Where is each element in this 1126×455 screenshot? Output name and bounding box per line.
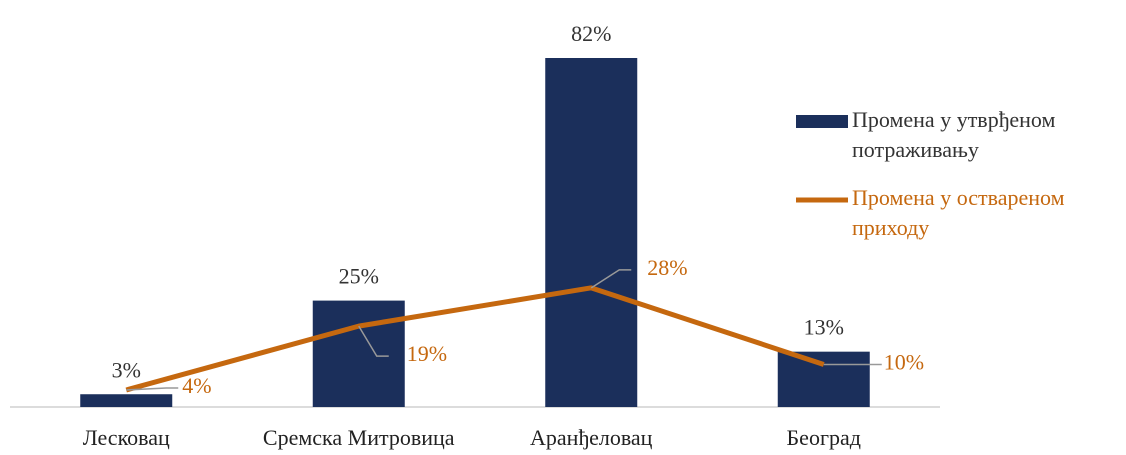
leader-line — [126, 387, 179, 391]
x-tick-label: Аранђеловац — [530, 425, 653, 450]
bar — [80, 394, 173, 407]
leader-line — [358, 325, 389, 357]
bar — [545, 58, 638, 407]
data-label: 3% — [112, 357, 141, 382]
data-label: 4% — [182, 373, 211, 398]
legend-item: Промена у утврђеном потраживању — [852, 107, 1056, 162]
data-label: 28% — [647, 255, 687, 280]
data-label: 10% — [884, 349, 924, 374]
bar — [312, 300, 405, 407]
data-label: 13% — [804, 315, 844, 340]
line — [125, 285, 825, 393]
bar — [777, 351, 870, 407]
x-tick-label: Сремска Митровица — [263, 425, 455, 450]
legend-label: Промена у оствареном приходу — [852, 185, 1065, 240]
legend-label: Промена у утврђеном потраживању — [852, 107, 1056, 162]
data-label: 19% — [407, 341, 447, 366]
legend-item: Промена у оствареном приходу — [852, 185, 1065, 240]
data-label: 25% — [339, 264, 379, 289]
legend-swatch — [796, 115, 848, 128]
x-tick-label: Београд — [787, 425, 861, 450]
data-label: 82% — [571, 21, 611, 46]
leader-line — [590, 269, 632, 289]
x-tick-label: Лесковац — [83, 425, 170, 450]
